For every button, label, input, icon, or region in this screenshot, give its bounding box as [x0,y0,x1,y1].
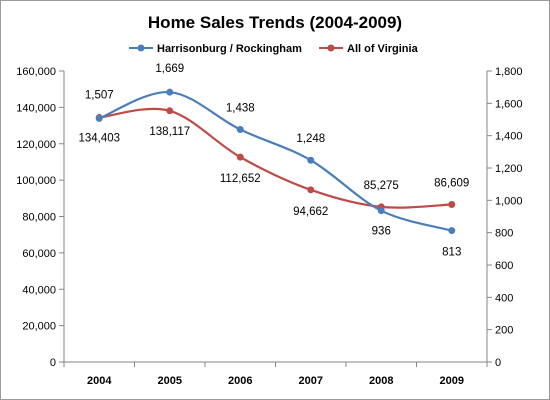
legend-marker-virginia [327,44,335,52]
legend-item-virginia: All of Virginia [319,43,419,55]
legend: Harrisonburg / Rockingham All of Virgini… [129,43,419,55]
data-labels: 134,403 138,117 112,652 94,662 85,275 86,609 1… [78,63,469,258]
x-tick-label: 2004 [87,375,112,387]
x-tick-label: 2008 [369,375,393,387]
data-point-virginia [166,107,174,115]
y-right-tick-label: 200 [495,325,513,337]
data-point-virginia [448,200,456,208]
data-label-harrisonburg: 1,507 [85,89,114,101]
x-tick-label: 2006 [228,375,252,387]
data-label-harrisonburg: 1,669 [155,63,184,75]
data-point-harrisonburg [236,126,244,134]
y-left-tick-label: 120,000 [16,139,56,151]
y-right-tick-label: 0 [495,357,501,369]
data-label-harrisonburg: 813 [442,247,461,259]
legend-label-virginia: All of Virginia [347,43,419,55]
axes [59,70,492,367]
series-lines [95,88,456,235]
y-left-tick-label: 40,000 [22,284,56,296]
x-tick-label: 2007 [299,375,323,387]
y-left-tick-label: 0 [50,357,56,369]
chart-title: Home Sales Trends (2004-2009) [148,13,402,32]
data-label-harrisonburg: 936 [372,226,391,238]
y-right-tick-label: 1,600 [495,98,523,110]
y-right-tick-label: 400 [495,292,513,304]
y-right-tick-label: 1,800 [495,66,523,78]
y-left-tick-label: 60,000 [22,248,56,260]
x-tick-label: 2009 [440,375,464,387]
y-right-tick-label: 800 [495,228,513,240]
data-point-harrisonburg [95,114,103,122]
y-right-tick-label: 1,000 [495,195,523,207]
data-point-virginia [307,186,315,194]
x-tick-label: 2005 [158,375,182,387]
y-left-tick-label: 80,000 [22,212,56,224]
y-left-tick-label: 20,000 [22,321,56,333]
y-right-tick-label: 600 [495,260,513,272]
data-label-harrisonburg: 1,248 [296,133,325,145]
data-label-virginia: 94,662 [293,206,328,218]
y-left-tick-label: 140,000 [16,102,56,114]
legend-label-harrisonburg: Harrisonburg / Rockingham [157,43,302,55]
legend-item-harrisonburg: Harrisonburg / Rockingham [129,43,302,55]
y-left-tick-label: 160,000 [16,66,56,78]
series-line-virginia [99,107,452,209]
data-point-harrisonburg [448,227,456,235]
data-point-harrisonburg [166,88,174,96]
data-label-virginia: 112,652 [220,173,261,185]
tick-labels: 0 20,000 40,000 60,000 80,000 100,000 120,000 1… [16,66,522,387]
data-point-harrisonburg [307,156,315,164]
data-point-harrisonburg [377,207,385,215]
legend-marker-harrisonburg [137,44,145,52]
data-label-virginia: 138,117 [149,126,190,138]
y-right-tick-label: 1,200 [495,163,523,175]
data-label-virginia: 86,609 [434,177,469,189]
data-label-harrisonburg: 1,438 [226,103,255,115]
y-left-tick-label: 100,000 [16,175,56,187]
data-label-virginia: 134,403 [78,133,120,145]
data-point-virginia [236,153,244,161]
series-line-harrisonburg [98,91,453,232]
y-right-tick-label: 1,400 [495,131,523,143]
data-label-virginia: 85,275 [364,180,399,192]
